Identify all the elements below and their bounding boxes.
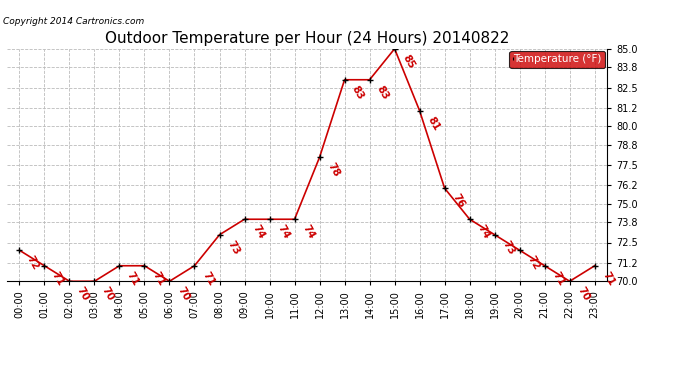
- Text: 71: 71: [200, 270, 216, 288]
- Text: 76: 76: [450, 192, 466, 210]
- Text: 78: 78: [325, 161, 341, 179]
- Title: Outdoor Temperature per Hour (24 Hours) 20140822: Outdoor Temperature per Hour (24 Hours) …: [105, 31, 509, 46]
- Text: 74: 74: [250, 224, 266, 241]
- Text: 70: 70: [75, 285, 91, 303]
- Text: Copyright 2014 Cartronics.com: Copyright 2014 Cartronics.com: [3, 17, 145, 26]
- Text: 70: 70: [100, 285, 116, 303]
- Text: 81: 81: [425, 115, 441, 132]
- Text: 74: 74: [275, 224, 291, 241]
- Text: 71: 71: [550, 270, 566, 288]
- Text: 71: 71: [600, 270, 616, 288]
- Text: 70: 70: [175, 285, 191, 303]
- Text: 72: 72: [25, 254, 41, 272]
- Text: 74: 74: [300, 224, 316, 241]
- Text: 73: 73: [500, 239, 516, 256]
- Text: 72: 72: [525, 254, 541, 272]
- Text: 70: 70: [575, 285, 591, 303]
- Text: 74: 74: [475, 224, 491, 241]
- Text: 71: 71: [50, 270, 66, 288]
- Text: 83: 83: [375, 84, 391, 102]
- Text: 71: 71: [125, 270, 141, 288]
- Text: 83: 83: [350, 84, 366, 102]
- Legend: Temperature (°F): Temperature (°F): [509, 51, 605, 68]
- Text: 71: 71: [150, 270, 166, 288]
- Text: 85: 85: [400, 53, 416, 70]
- Text: 73: 73: [225, 239, 241, 256]
